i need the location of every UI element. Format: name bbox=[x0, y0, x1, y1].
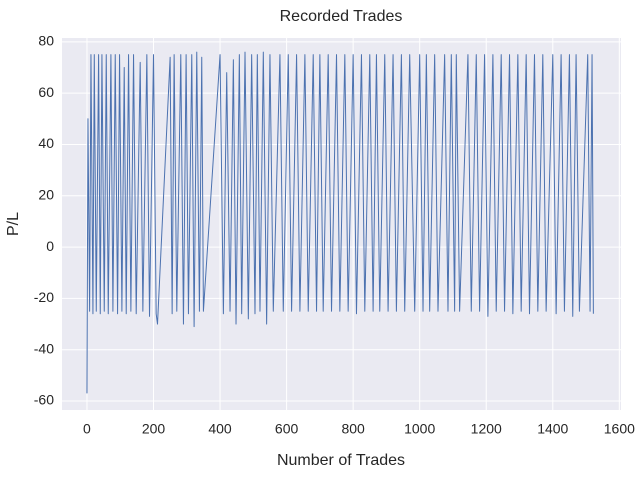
x-axis-label: Number of Trades bbox=[277, 452, 405, 469]
x-tick-label: 600 bbox=[275, 421, 299, 437]
y-tick-label: 60 bbox=[38, 84, 54, 100]
x-tick-label: 1600 bbox=[604, 421, 635, 437]
y-tick-label: -60 bbox=[34, 392, 54, 408]
x-tick-label: 1000 bbox=[404, 421, 435, 437]
chart-title: Recorded Trades bbox=[280, 8, 403, 25]
x-tick-label: 0 bbox=[83, 421, 91, 437]
x-tick-label: 1200 bbox=[471, 421, 502, 437]
y-axis-label: P/L bbox=[5, 212, 22, 236]
x-tick-label: 1400 bbox=[537, 421, 568, 437]
x-tick-label: 400 bbox=[208, 421, 232, 437]
y-tick-label: 40 bbox=[38, 135, 54, 151]
x-tick-label: 800 bbox=[341, 421, 365, 437]
x-tick-label: 200 bbox=[142, 421, 166, 437]
y-tick-label: 0 bbox=[46, 238, 54, 254]
y-tick-label: 80 bbox=[38, 33, 54, 49]
y-tick-label: -40 bbox=[34, 340, 54, 356]
line bbox=[86, 51, 594, 394]
y-tick-label: 20 bbox=[38, 186, 54, 202]
y-tick-label: -20 bbox=[34, 289, 54, 305]
